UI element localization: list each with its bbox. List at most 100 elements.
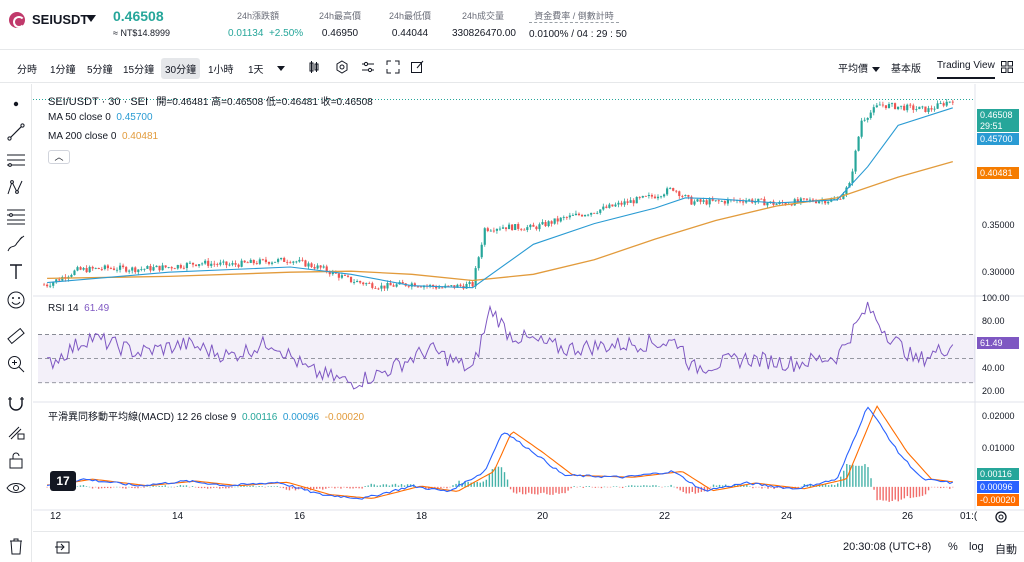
macd-histogram-bar: [328, 486, 330, 488]
candle-body: [337, 273, 340, 278]
lock-drawing-icon[interactable]: [6, 422, 26, 442]
macd-histogram-bar: [706, 486, 709, 491]
macd-histogram-bar: [322, 486, 324, 490]
time-tick: 20: [537, 511, 549, 522]
candle-body: [538, 224, 541, 230]
layout-grid-icon[interactable]: [1000, 60, 1014, 74]
brush-icon[interactable]: [6, 234, 26, 254]
price-tick: 0.35000: [982, 220, 1015, 230]
trash-icon[interactable]: [6, 536, 26, 556]
candle-body: [277, 259, 280, 262]
ma50-legend[interactable]: MA 50 close 0 0.45700: [48, 112, 153, 123]
rsi-value: 61.49: [84, 303, 110, 314]
trend-line-icon[interactable]: [6, 122, 26, 142]
pattern-icon[interactable]: [6, 178, 26, 198]
lock-icon[interactable]: [6, 450, 26, 470]
macd-histogram-bar: [358, 486, 360, 489]
axis-settings-icon[interactable]: [994, 510, 1008, 524]
candle-body: [191, 262, 195, 265]
legend-pair[interactable]: SEI/USDT · 30 · SEI: [48, 96, 149, 108]
macd-histogram-bar: [440, 486, 442, 489]
last-price-ntd: ≈ NT$14.8999: [113, 28, 170, 38]
version-basic-tab[interactable]: 基本版: [891, 64, 921, 75]
clock-time[interactable]: 20:30:08 (UTC+8): [843, 541, 932, 553]
ma200-legend[interactable]: MA 200 close 0 0.40481: [48, 131, 158, 142]
candle-body: [216, 264, 219, 265]
candle-body: [498, 228, 502, 230]
price-type-label: 平均價: [838, 64, 868, 75]
timeframe-1m[interactable]: 1分鐘: [50, 65, 76, 76]
candle-body: [951, 101, 954, 103]
candle-body: [346, 275, 350, 277]
macd-histogram-bar: [119, 486, 121, 488]
fullscreen-icon[interactable]: [386, 60, 400, 74]
symbol-selector[interactable]: SEIUSDT: [32, 12, 89, 27]
emoji-icon[interactable]: [6, 290, 26, 310]
candle-body: [280, 257, 283, 260]
candle-body: [571, 215, 574, 216]
stat-funding[interactable]: 資金費率 / 倒數計時 0.0100% / 04 : 29 : 50: [529, 9, 627, 40]
candle-body: [696, 199, 699, 202]
timeframe-1d[interactable]: 1天: [248, 65, 264, 76]
macd-histogram-bar: [82, 485, 85, 487]
stat-value: 0.44044: [391, 28, 429, 39]
candle-body: [486, 228, 489, 231]
indicators-icon[interactable]: [361, 60, 375, 74]
timeframe-5m[interactable]: 5分鐘: [87, 65, 113, 76]
timeframe-1h[interactable]: 1小時: [208, 65, 234, 76]
candle-body: [82, 268, 85, 270]
settings-icon[interactable]: [335, 60, 349, 74]
zoom-in-icon[interactable]: [6, 354, 26, 374]
rsi-legend[interactable]: RSI 14 61.49: [48, 303, 109, 314]
chart-footer: 20:30:08 (UTC+8) % log 自動: [33, 531, 1024, 562]
chart-canvas[interactable]: [33, 84, 1024, 530]
candle-body: [866, 118, 869, 120]
candle-body: [243, 260, 246, 263]
candle-body: [441, 287, 444, 289]
macd-histogram-bar: [473, 482, 475, 487]
fib-icon[interactable]: [6, 206, 26, 226]
macd-histogram-bar: [337, 486, 339, 488]
macd-histogram-bar: [833, 485, 836, 487]
ruler-icon[interactable]: [6, 326, 26, 346]
timeframe-tick[interactable]: 分時: [17, 65, 37, 76]
macd-histogram-bar: [594, 486, 597, 488]
candle-body: [529, 224, 532, 228]
candle-type-icon[interactable]: [307, 60, 321, 74]
horizontal-lines-icon[interactable]: [6, 150, 26, 170]
magnet-icon[interactable]: [6, 394, 26, 414]
candle-body: [143, 268, 146, 270]
macd-histogram-bar: [537, 486, 539, 495]
candle-body: [100, 269, 103, 270]
collapse-legend-button[interactable]: ︿: [48, 150, 70, 164]
macd-histogram-bar: [403, 485, 406, 487]
candle-body: [766, 202, 769, 206]
candle-body: [602, 206, 605, 210]
snapshot-icon[interactable]: [410, 60, 424, 74]
candle-body: [261, 259, 264, 261]
candle-body: [255, 263, 258, 264]
candle-body: [617, 202, 620, 205]
candle-body: [504, 227, 508, 230]
auto-toggle[interactable]: 自動: [995, 544, 1017, 556]
eye-icon[interactable]: [6, 478, 26, 498]
candle-body: [155, 265, 158, 268]
log-toggle[interactable]: log: [969, 541, 984, 553]
chevron-down-icon[interactable]: [86, 15, 96, 22]
macd-histogram-bar: [691, 486, 694, 492]
timeframe-30m[interactable]: 30分鐘: [161, 58, 201, 79]
price-type-select[interactable]: 平均價: [838, 60, 880, 75]
macd-legend[interactable]: 平滑異同移動平均線(MACD) 12 26 close 9 0.00116 0.…: [48, 408, 364, 423]
timeframe-more-icon[interactable]: [274, 61, 288, 75]
candle-body: [428, 285, 432, 286]
timeframe-15m[interactable]: 15分鐘: [123, 65, 155, 76]
text-icon[interactable]: [6, 262, 26, 282]
macd-histogram-bar: [455, 483, 457, 487]
cursor-dot-icon[interactable]: [6, 94, 26, 114]
macd-histogram-bar: [740, 485, 742, 487]
date-range-icon[interactable]: [55, 539, 71, 555]
percent-toggle[interactable]: %: [948, 541, 958, 553]
version-tradingview-tab[interactable]: Trading View: [937, 60, 995, 79]
candle-body: [559, 217, 562, 222]
macd-histogram-bar: [567, 486, 569, 491]
